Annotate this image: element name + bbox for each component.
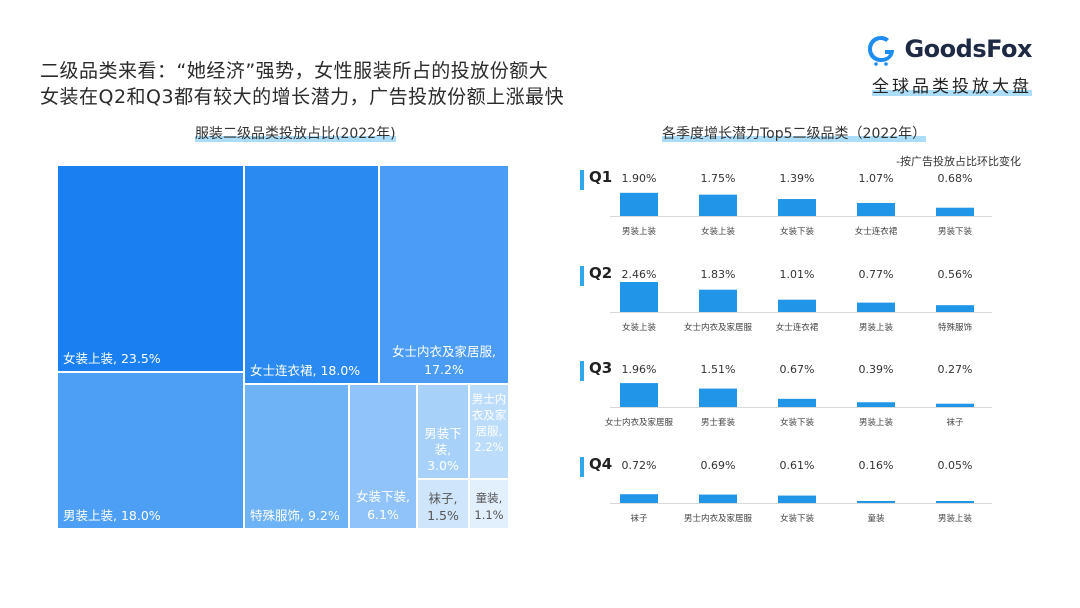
q2-bars: 2.46% 女装上装 1.83% 女士内衣及家居服 1.01% 女士连衣裙 0.77% 男装上…: [610, 268, 992, 333]
value-label: 0.69%: [701, 459, 736, 472]
value-label: 1.90%: [622, 172, 657, 185]
treemap-cell-men-bottoms: 男装下装, 3.0%: [417, 384, 469, 479]
category-label: 女士连衣裙: [776, 322, 819, 333]
panel-q4: Q4 0.72% 袜子 0.69% 男士内衣及家居服 0.61% 女装下装 0.16% 童装 0…: [580, 455, 1020, 543]
category-label: 女装下装: [780, 417, 815, 428]
headline-line-2: 女装在Q2和Q3都有较大的增长潜力，广告投放份额上涨最快: [40, 86, 565, 108]
bar-q2-1: [620, 282, 658, 312]
category-label: 女装下装: [780, 513, 815, 524]
value-label: 0.16%: [859, 459, 894, 472]
bar-q4-1: [620, 494, 658, 503]
category-label: 女士连衣裙: [855, 226, 898, 237]
treemap-cell-kids: 童装, 1.1%: [469, 479, 509, 529]
q3-bars: 1.96% 女士内衣及家居服 1.51% 男士套装 0.67% 女装下装 0.39% 男装上装…: [605, 363, 992, 428]
panel-q2: Q2 2.46% 女装上装 1.83% 女士内衣及家居服 1.01% 女士连衣裙 0.77%…: [580, 264, 1020, 352]
value-label: 1.83%: [701, 268, 736, 281]
treemap-title: 服装二级品类投放占比(2022年): [195, 123, 396, 143]
category-label: 男士套装: [701, 417, 736, 428]
logo-brand: GoodsFox: [904, 35, 1032, 63]
q2-label: Q2: [589, 264, 613, 282]
value-label: 1.51%: [701, 363, 736, 376]
bar-q4-4: [857, 501, 895, 503]
q3-marker: [580, 361, 584, 381]
value-label: 0.67%: [780, 363, 815, 376]
category-label: 男装下装: [938, 226, 973, 237]
bar-q2-2: [699, 289, 737, 312]
category-label: 童装: [867, 513, 885, 524]
category-label: 男装上装: [622, 226, 657, 237]
treemap-cell-women-tops: 女装上装, 23.5%: [57, 165, 244, 372]
bar-q1-2: [699, 194, 737, 216]
bar-q4-5: [936, 501, 974, 503]
category-label: 男装上装: [938, 513, 973, 524]
category-label: 女士内衣及家居服: [684, 322, 753, 333]
category-label: 女装下装: [780, 226, 815, 237]
value-label: 0.39%: [859, 363, 894, 376]
category-label: 男装上装: [859, 417, 894, 428]
bar-q1-3: [778, 199, 816, 216]
q3-label: Q3: [589, 359, 613, 377]
q1-bars: 1.90% 男装上装 1.75% 女装上装 1.39% 女装下装 1.07% 女士连衣裙 0.6…: [610, 172, 992, 237]
bar-q3-1: [620, 383, 658, 407]
value-label: 1.01%: [780, 268, 815, 281]
q1-marker: [580, 170, 584, 190]
panel-q1: Q1 1.90% 男装上装 1.75% 女装上装 1.39% 女装下装 1.07% 女士连衣裙…: [580, 168, 1020, 256]
value-label: 0.05%: [938, 459, 973, 472]
value-label: 1.39%: [780, 172, 815, 185]
bar-q3-3: [778, 398, 816, 407]
bar-q3-5: [936, 403, 974, 407]
q4-bars: 0.72% 袜子 0.69% 男士内衣及家居服 0.61% 女装下装 0.16% 童装 0.05…: [610, 459, 992, 524]
treemap-cell-socks: 袜子, 1.5%: [417, 479, 469, 529]
panel-q3: Q3 1.96% 女士内衣及家居服 1.51% 男士套装 0.67% 女装下装 0.39% 男…: [580, 359, 1020, 447]
treemap: 女装上装, 23.5% 男装上装, 18.0% 女士连衣裙, 18.0% 女士内…: [57, 165, 509, 529]
category-label: 男装上装: [859, 322, 894, 333]
value-label: 1.07%: [859, 172, 894, 185]
category-label: 袜子: [946, 417, 964, 428]
bar-q3-2: [699, 388, 737, 407]
bar-q2-4: [857, 302, 895, 312]
q2-marker: [580, 266, 584, 286]
value-label: 2.46%: [622, 268, 657, 281]
bar-q3-4: [857, 402, 895, 407]
q4-label: Q4: [589, 455, 613, 473]
treemap-cell-women-underwear: 女士内衣及家居服, 17.2%: [379, 165, 509, 384]
category-label: 女士内衣及家居服: [605, 417, 674, 428]
treemap-cell-special: 特殊服饰, 9.2%: [244, 384, 349, 529]
category-label: 男士内衣及家居服: [684, 513, 753, 524]
bar-q4-2: [699, 494, 737, 503]
treemap-cell-men-underwear: 男士内衣及家居服, 2.2%: [469, 384, 509, 479]
bar-q2-3: [778, 299, 816, 312]
value-label: 0.68%: [938, 172, 973, 185]
bar-chart-subtitle: -按广告投放占比环比变化: [896, 155, 1021, 168]
category-label: 袜子: [630, 513, 648, 524]
treemap-cell-women-bottoms: 女装下装, 6.1%: [349, 384, 417, 529]
bar-q4-3: [778, 495, 816, 503]
value-label: 1.96%: [622, 363, 657, 376]
bar-chart-title: 各季度增长潜力Top5二级品类（2022年）: [662, 123, 927, 143]
value-label: 0.56%: [938, 268, 973, 281]
value-label: 0.61%: [780, 459, 815, 472]
value-label: 1.75%: [701, 172, 736, 185]
bar-q1-4: [857, 202, 895, 216]
bar-q1-5: [936, 207, 974, 216]
bar-q1-1: [620, 192, 658, 216]
category-label: 特殊服饰: [938, 322, 973, 333]
logo: GoodsFox 全球品类投放大盘: [864, 32, 1032, 97]
category-label: 女装上装: [622, 322, 657, 333]
headline: 二级品类来看：“她经济”强势，女性服装所占的投放份额大 女装在Q2和Q3都有较大…: [40, 58, 564, 110]
value-label: 0.27%: [938, 363, 973, 376]
value-label: 0.72%: [622, 459, 657, 472]
headline-line-1: 二级品类来看：“她经济”强势，女性服装所占的投放份额大: [40, 60, 549, 82]
treemap-cell-men-tops: 男装上装, 18.0%: [57, 372, 244, 529]
treemap-cell-dresses: 女士连衣裙, 18.0%: [244, 165, 379, 384]
goodsfox-logo-icon: [868, 36, 895, 66]
category-label: 女装上装: [701, 226, 736, 237]
bar-q2-5: [936, 305, 974, 312]
logo-subtitle: 全球品类投放大盘: [872, 72, 1032, 97]
q1-label: Q1: [589, 168, 613, 186]
q4-marker: [580, 457, 584, 477]
value-label: 0.77%: [859, 268, 894, 281]
